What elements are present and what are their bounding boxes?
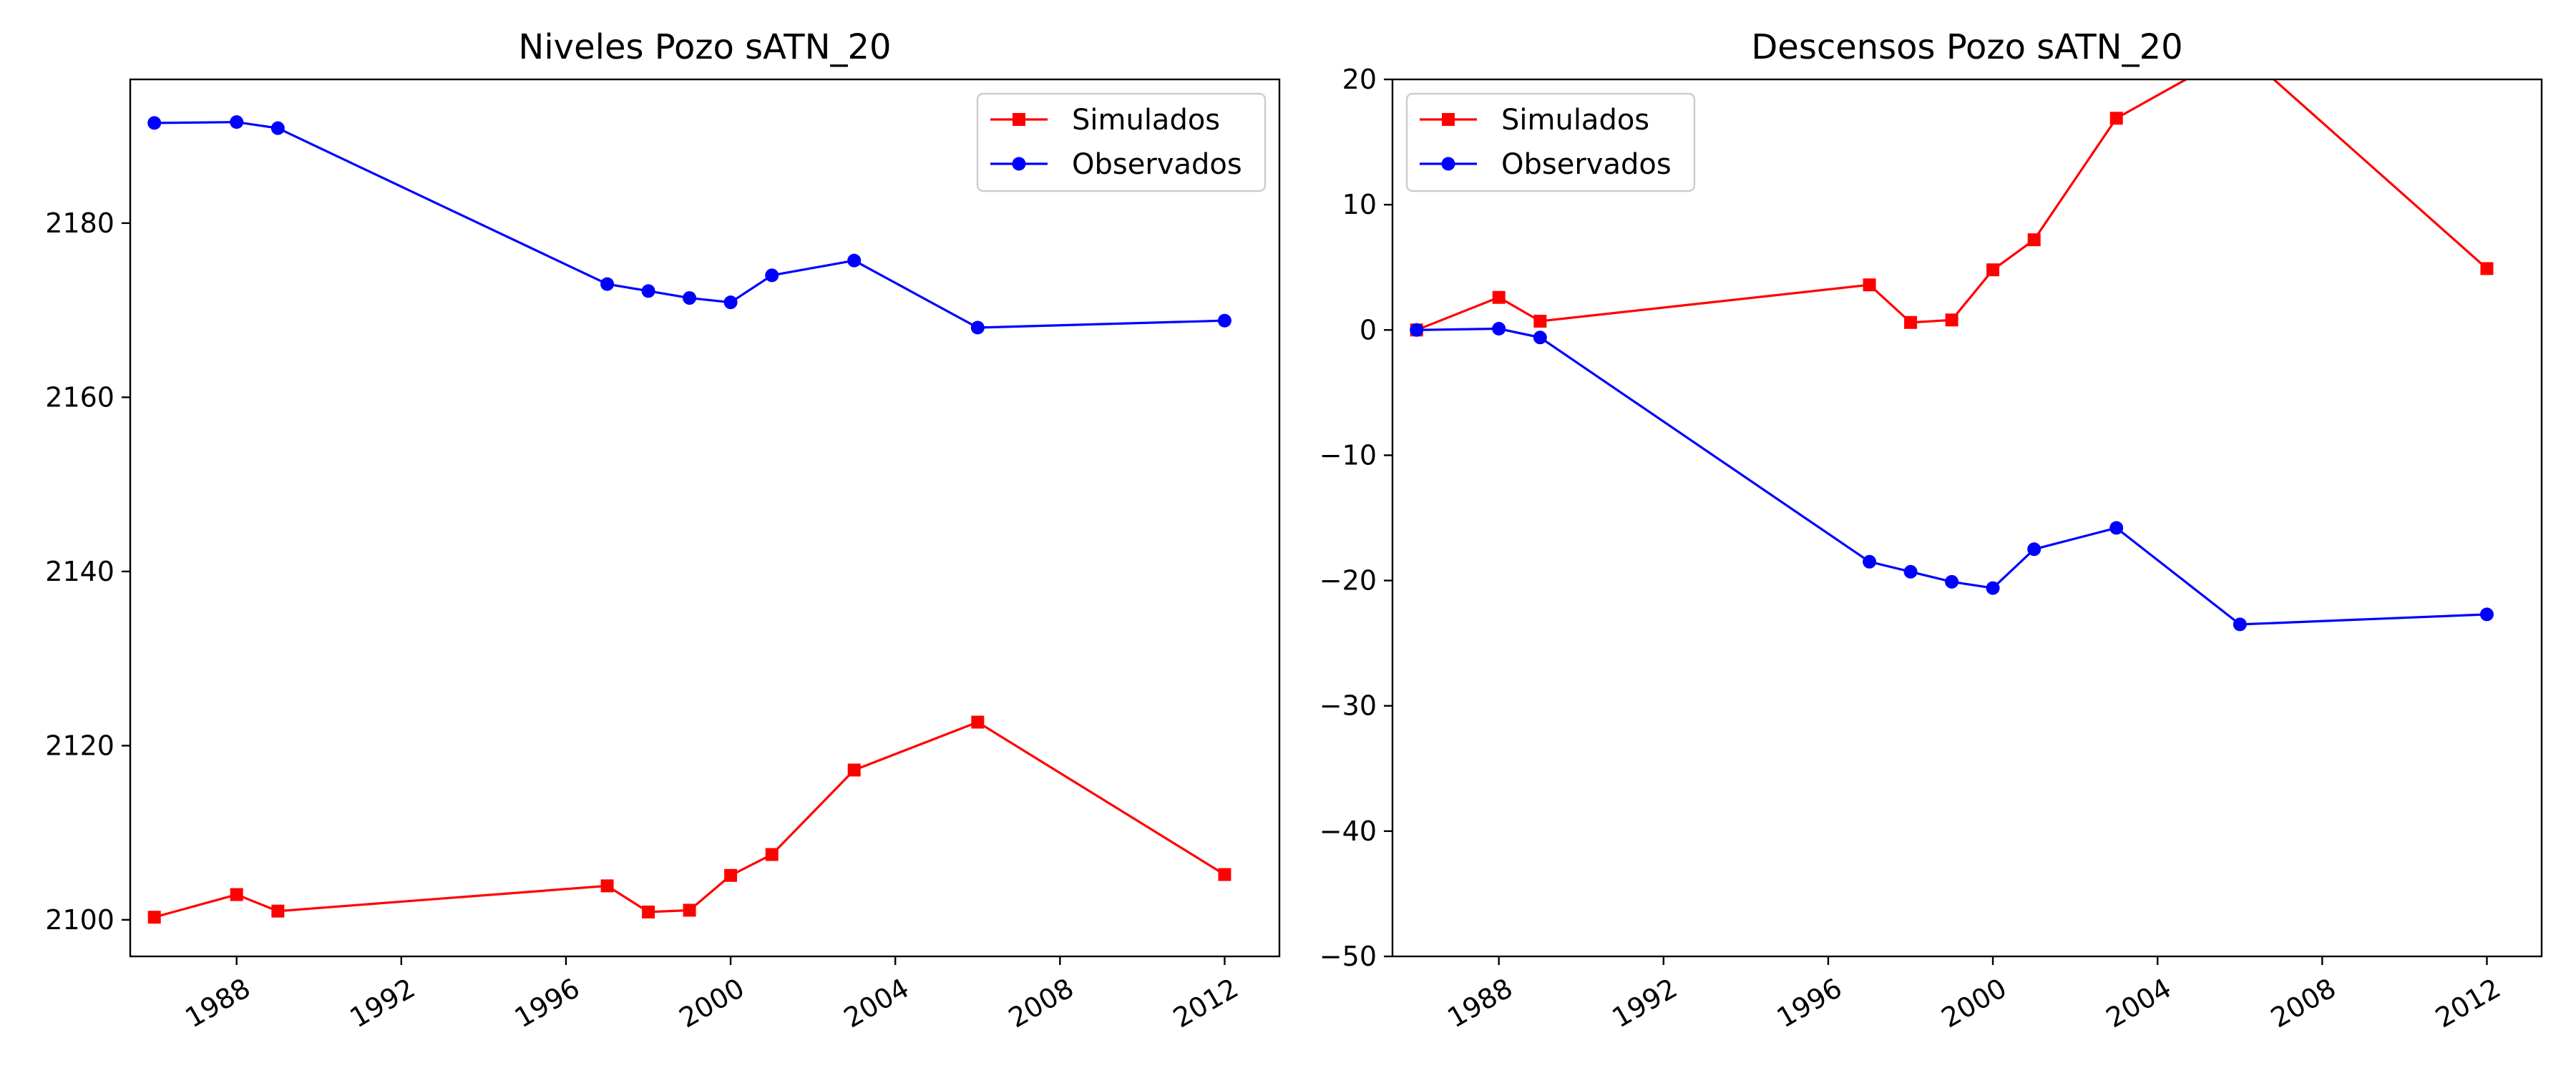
data-point-simulados [971,715,985,729]
legend-label-simulados: Simulados [1072,104,1220,137]
data-point-observados [270,121,285,135]
data-point-observados [970,320,985,335]
data-point-simulados [683,903,696,917]
data-point-observados [600,277,615,291]
data-point-observados [641,284,655,298]
data-point-observados [1903,564,1918,579]
legend-marker [1441,157,1455,171]
y-tick-label: 2160 [45,381,114,413]
data-point-simulados [724,868,738,882]
y-tick-label: −30 [1319,690,1377,722]
data-point-simulados [230,888,243,901]
y-tick-label: 20 [1342,64,1377,95]
chart-title: Niveles Pozo sATN_20 [518,27,891,67]
data-point-observados [1492,322,1506,336]
legend: Simulados Observados [1405,92,1696,192]
data-point-simulados [2027,233,2041,247]
data-point-observados [1986,581,2000,595]
data-point-observados [1533,330,1547,345]
data-point-simulados [271,904,285,918]
data-point-simulados [1863,278,1876,292]
legend-box [976,92,1267,192]
data-point-observados [147,116,162,130]
data-point-simulados [2480,262,2494,275]
data-point-observados [1410,323,1424,337]
y-tick-label: 0 [1360,314,1377,346]
data-point-observados [1945,574,1959,589]
axes-frame [1391,78,2543,958]
data-point-observados [683,291,697,305]
data-point-simulados [1533,315,1547,328]
data-point-simulados [1904,315,1918,329]
data-point-simulados [600,879,614,893]
axes-frame [129,78,1281,958]
data-point-observados [230,115,244,129]
data-point-simulados [642,905,655,918]
y-tick-label: 10 [1342,189,1377,220]
data-point-observados [847,253,862,268]
legend-marker [1442,113,1455,126]
data-point-simulados [765,848,779,861]
data-point-observados [1217,313,1231,328]
data-point-observados [765,268,779,283]
data-point-simulados [1986,263,2000,277]
data-point-observados [1863,554,1877,569]
data-point-simulados [147,911,161,924]
y-tick-label: −10 [1319,439,1377,471]
legend-label-simulados: Simulados [1501,104,1649,137]
y-tick-label: −20 [1319,565,1377,597]
y-tick-label: −50 [1319,941,1377,972]
data-point-observados [2109,521,2124,535]
data-point-simulados [847,763,861,777]
y-tick-label: 2120 [45,730,114,761]
y-tick-label: −40 [1319,815,1377,847]
plot-area [147,115,1231,924]
data-point-observados [2233,617,2247,632]
data-point-simulados [2109,112,2123,125]
data-point-observados [723,295,738,310]
legend-box [1405,92,1696,192]
plot-area [1410,79,2494,632]
data-point-simulados [1218,868,1231,881]
chart-title: Descensos Pozo sATN_20 [1751,27,2182,67]
y-tick-label: 2180 [45,207,114,239]
data-point-simulados [1492,290,1506,304]
y-tick-label: 2140 [45,556,114,587]
data-point-simulados [1945,313,1958,327]
data-point-observados [2027,542,2041,557]
data-point-observados [2479,607,2494,622]
legend-marker [1013,113,1025,126]
legend-label-observados: Observados [1072,148,1242,181]
legend-label-observados: Observados [1501,148,1672,181]
legend-marker [1012,157,1026,171]
legend: Simulados Observados [976,92,1267,192]
y-tick-label: 2100 [45,904,114,936]
